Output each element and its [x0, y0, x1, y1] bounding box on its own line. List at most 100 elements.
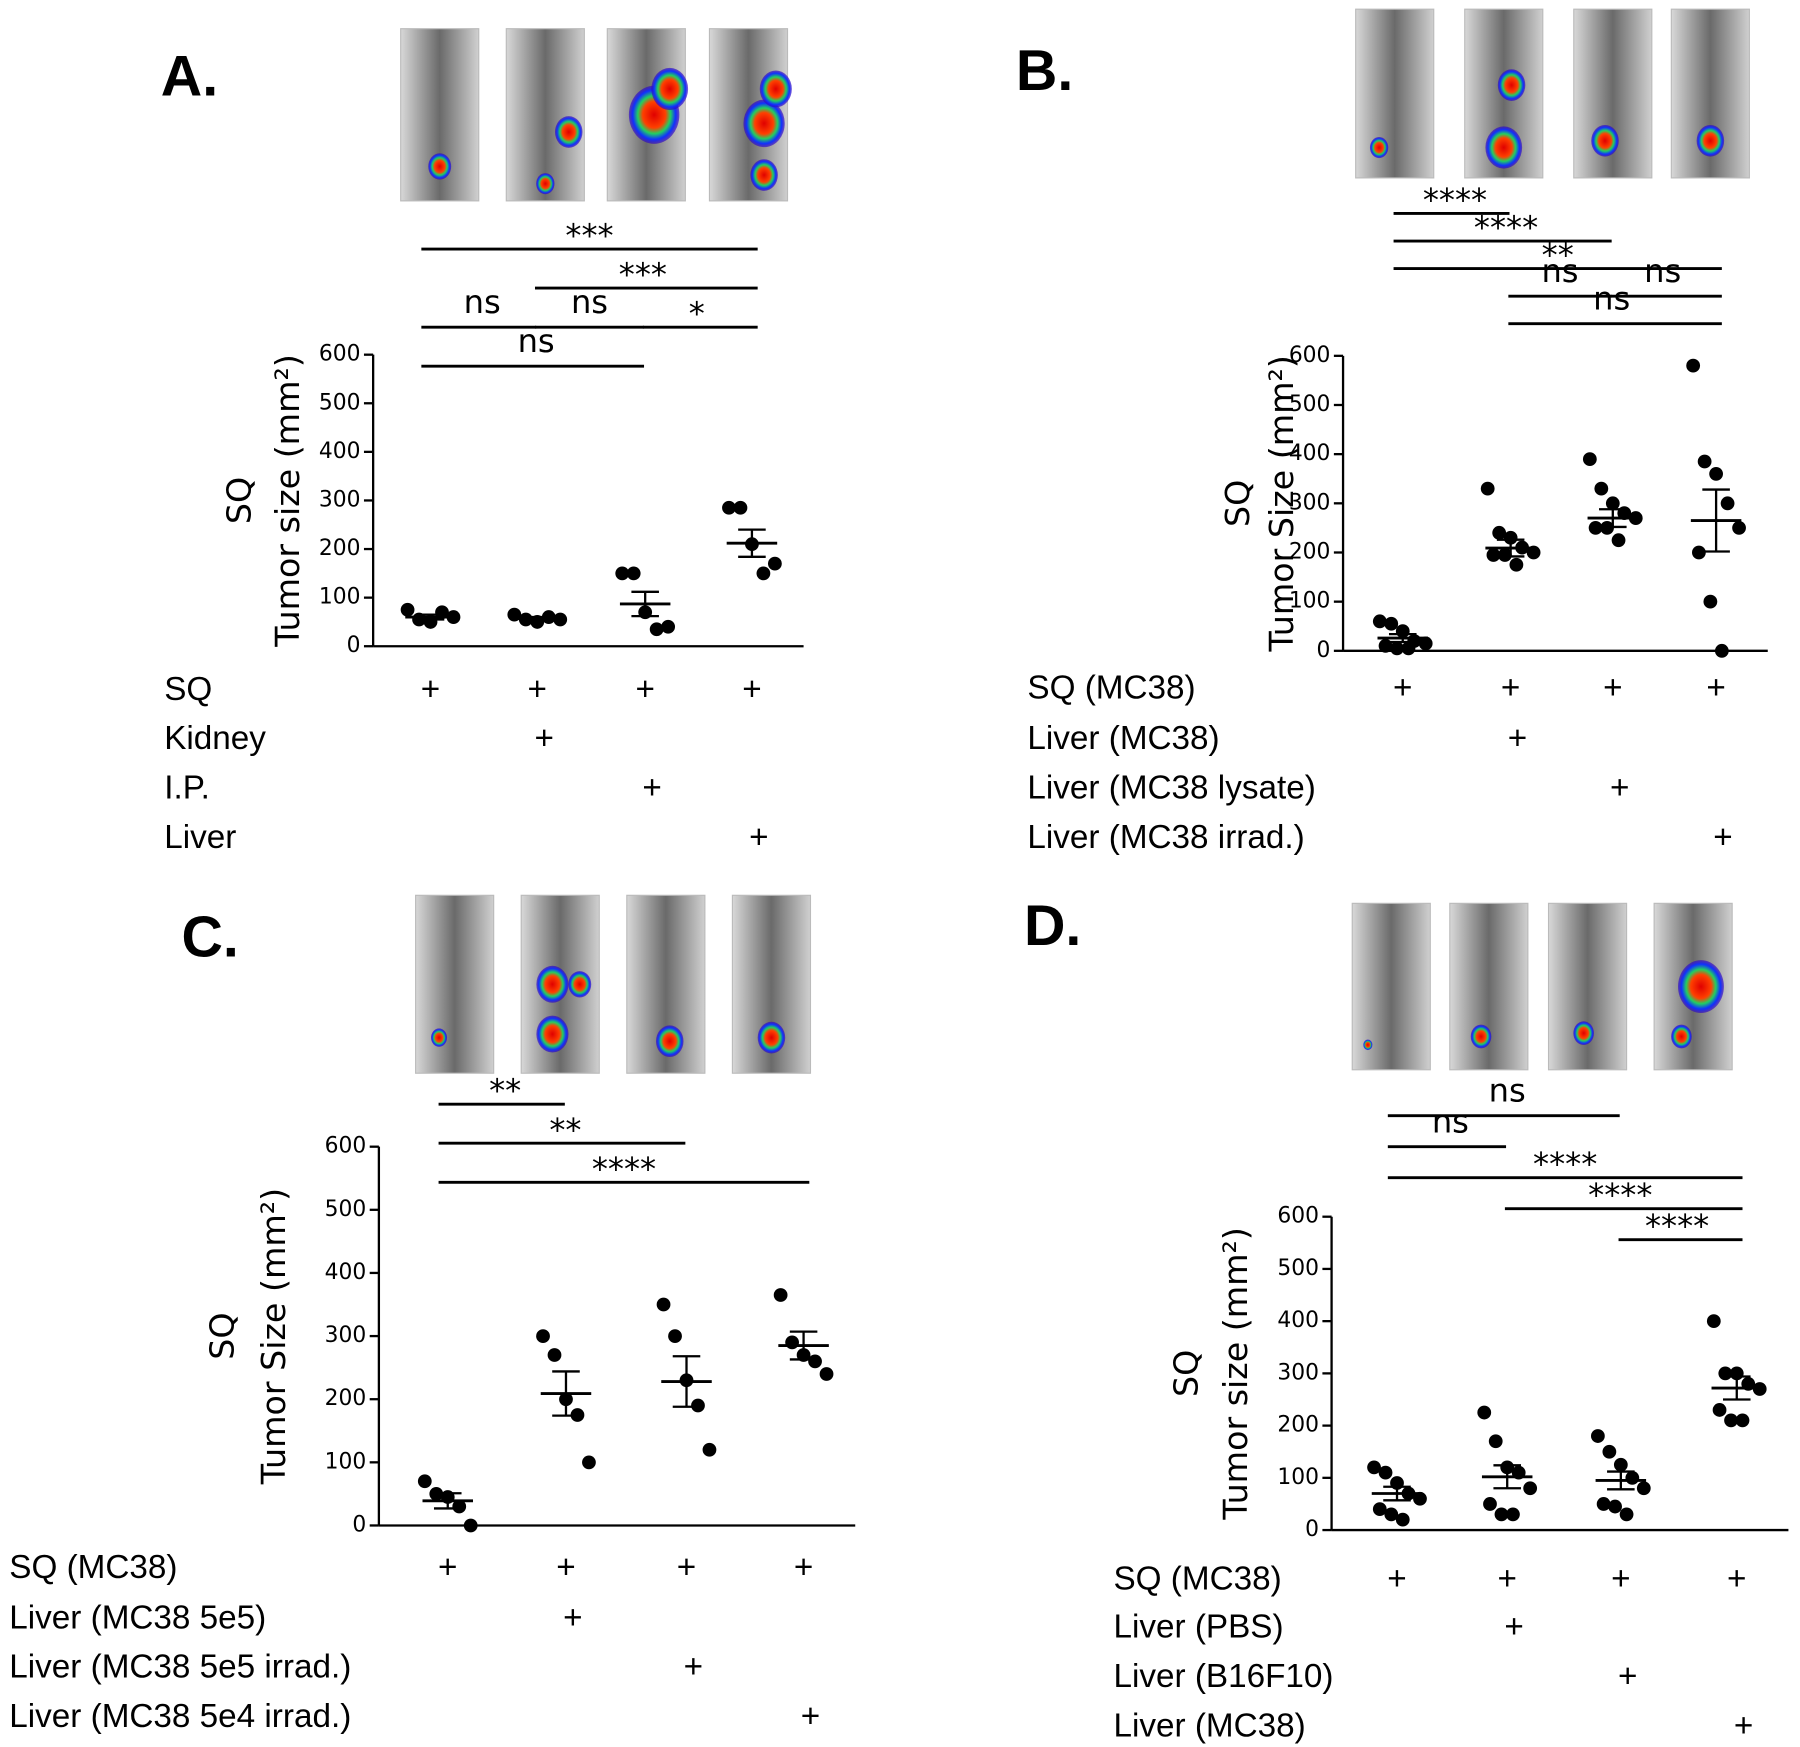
luminescence-signal [750, 159, 778, 191]
error-bar [416, 613, 445, 621]
data-point [536, 1329, 550, 1343]
data-point [1372, 614, 1387, 629]
data-point [1378, 1465, 1393, 1480]
y-axis-title: Tumor size (mm²) [268, 354, 307, 648]
luminescence-signal [1696, 124, 1725, 157]
condition-mark: + [421, 671, 440, 708]
significance-label: * [689, 295, 705, 333]
error-bar [631, 590, 659, 618]
condition-mark: + [677, 1549, 696, 1586]
panel-label: A. [161, 45, 218, 109]
data-point [1395, 1512, 1410, 1527]
data-point [1372, 1502, 1387, 1517]
y-tick-label: 600 [1277, 1204, 1319, 1229]
data-point [1714, 643, 1729, 658]
significance-label: **** [1588, 1176, 1652, 1214]
error-bar [1607, 1470, 1635, 1491]
significance-label: *** [565, 217, 613, 255]
panel-label: B. [1016, 39, 1073, 103]
significance-label: ns [1644, 252, 1681, 290]
data-point [756, 566, 771, 581]
y-tick-label: 0 [347, 633, 361, 658]
data-point [417, 1474, 432, 1489]
data-point [1709, 466, 1723, 481]
panel: B. 0 100 200 300 400 500 600 SQ Tumor Size (mm²) *… [1016, 8, 1768, 856]
condition-label: SQ [164, 671, 212, 708]
data-point [1483, 1497, 1497, 1511]
y-tick-label: 0 [1317, 638, 1331, 663]
error-bar [1388, 632, 1417, 644]
data-point [547, 1348, 562, 1362]
error-bar [1702, 488, 1730, 553]
significance-label: ** [1542, 236, 1574, 274]
y-tick-label: 0 [1305, 1517, 1319, 1542]
y-tick-label: 600 [1289, 343, 1331, 368]
error-bar [1493, 1464, 1521, 1490]
data-point [1613, 1457, 1628, 1472]
data-point [1401, 641, 1416, 656]
data-point [1697, 454, 1712, 469]
error-bar [1496, 538, 1525, 558]
mouse-image [505, 28, 585, 202]
condition-mark: + [794, 1549, 813, 1586]
data-point [1590, 1429, 1605, 1443]
error-bar [789, 1330, 818, 1361]
luminescence-signal [554, 116, 583, 148]
data-point [1605, 496, 1620, 511]
condition-mark: + [1501, 670, 1520, 707]
y-tick-label: 200 [319, 536, 361, 561]
data-point [1636, 1481, 1651, 1496]
luminescence-signal [536, 173, 555, 195]
y-tick-label: 500 [325, 1197, 367, 1222]
data-point [1480, 481, 1495, 496]
condition-label: SQ (MC38) [1027, 670, 1195, 707]
luminescence-signal [1671, 1024, 1692, 1049]
data-point [1523, 1481, 1538, 1496]
condition-mark: + [1497, 1560, 1516, 1597]
significance-label: **** [1533, 1145, 1597, 1183]
error-bar [523, 615, 552, 622]
data-point [1692, 545, 1706, 560]
condition-mark: + [563, 1599, 582, 1636]
luminescence-signal [536, 965, 569, 1003]
luminescence-signal [1369, 136, 1389, 159]
y-tick-label: 500 [319, 390, 361, 415]
significance-label: ns [1593, 280, 1630, 318]
data-point [1588, 521, 1603, 535]
condition-mark: + [749, 819, 768, 856]
luminescence-signal [1678, 960, 1724, 1013]
data-point [661, 619, 676, 634]
data-point [1367, 1460, 1381, 1475]
condition-mark: + [1727, 1560, 1746, 1597]
significance-label: ns [1489, 1072, 1526, 1110]
condition-mark: + [1706, 670, 1725, 707]
mouse-image [415, 894, 495, 1074]
error-bar [1383, 1485, 1411, 1502]
luminescence-signal [1363, 1039, 1373, 1051]
luminescence-signal [428, 153, 452, 180]
data-point [615, 566, 630, 581]
luminescence-signal [1573, 1021, 1594, 1046]
significance-label: **** [1423, 181, 1487, 219]
luminescence-signal [757, 1021, 786, 1054]
condition-label: I.P. [164, 770, 210, 807]
y-tick-label: 300 [1289, 490, 1331, 515]
data-point [668, 1329, 682, 1343]
data-point [819, 1367, 834, 1381]
data-point [1509, 557, 1524, 572]
y-tick-label: 100 [1277, 1465, 1319, 1490]
y-axis-title: SQ [1167, 1350, 1206, 1397]
data-point [400, 602, 415, 617]
condition-mark: + [801, 1698, 820, 1735]
y-axis-title: SQ [202, 1312, 241, 1359]
condition-mark: + [742, 671, 761, 708]
condition-mark: + [528, 671, 547, 708]
significance-label: ns [464, 283, 501, 321]
data-point [452, 1499, 467, 1514]
condition-label: Liver (MC38) [1113, 1707, 1305, 1744]
y-tick-label: 400 [319, 439, 361, 464]
condition-mark: + [635, 671, 654, 708]
condition-mark: + [684, 1649, 703, 1686]
luminescence-signal [568, 971, 592, 998]
